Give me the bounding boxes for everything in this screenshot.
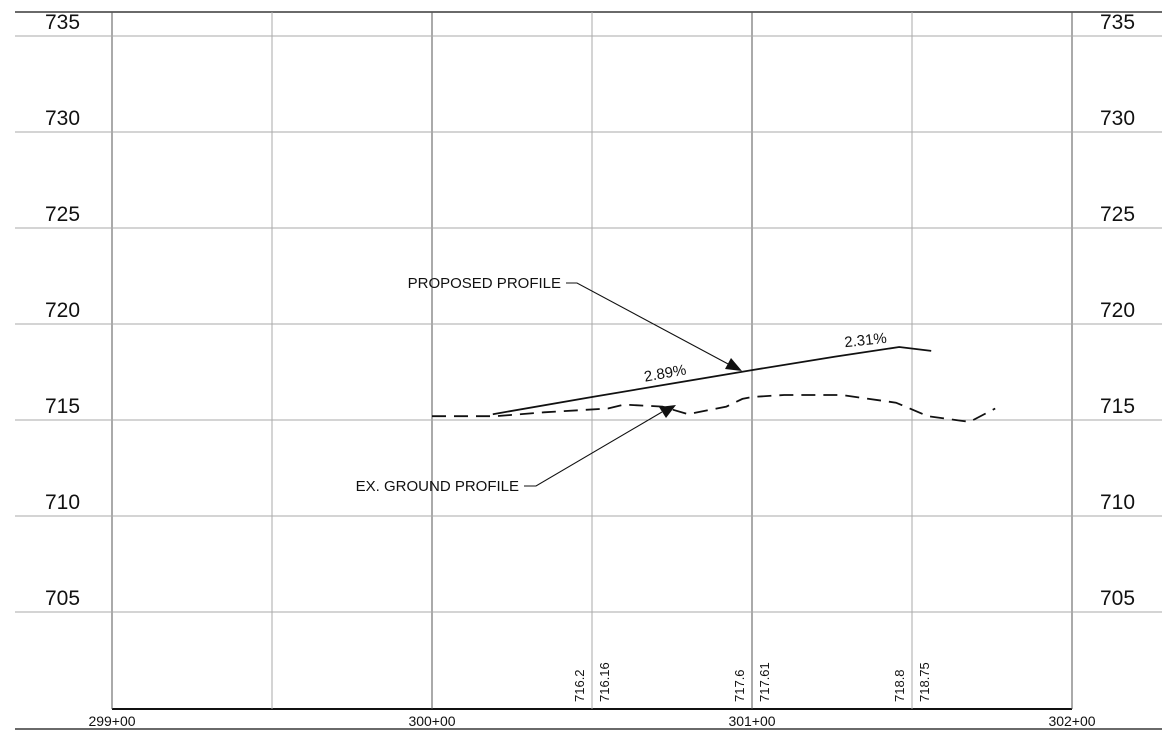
station-label: 301+00 <box>728 713 775 729</box>
elevation-label-left: 705 <box>45 587 80 610</box>
elevation-label-left: 710 <box>45 491 80 514</box>
existing-elevation-label: 718.8 <box>892 669 907 702</box>
existing-ground-profile-line <box>432 394 996 423</box>
annotations: PROPOSED PROFILE EX. GROUND PROFILE 2.89… <box>356 275 888 495</box>
profile-lines <box>432 346 996 423</box>
elevation-label-left: 735 <box>45 11 80 34</box>
elevation-label-left: 730 <box>45 107 80 130</box>
elevation-labels: 735 735 730 730 725 725 720 720 715 715 710 710 705 7… <box>45 11 1135 610</box>
elevation-label-right: 710 <box>1100 491 1135 514</box>
existing-elevation-label: 717.6 <box>732 669 747 702</box>
station-label: 300+00 <box>408 713 455 729</box>
elevation-label-right: 730 <box>1100 107 1135 130</box>
proposed-elevation-label: 717.61 <box>757 662 772 702</box>
proposed-elevation-label: 716.16 <box>597 662 612 702</box>
existing-ground-profile-arrowhead <box>659 405 676 418</box>
elevation-label-right: 725 <box>1100 203 1135 226</box>
proposed-profile-label: PROPOSED PROFILE <box>408 275 561 292</box>
elevation-label-left: 715 <box>45 395 80 418</box>
elevation-label-right: 720 <box>1100 299 1135 322</box>
station-label: 302+00 <box>1048 713 1095 729</box>
proposed-profile-leader <box>566 282 731 366</box>
profile-elevation-labels: 716.2 716.16 717.6 717.61 718.8 718.75 <box>572 662 932 702</box>
existing-ground-profile-leader <box>524 411 663 487</box>
grade-label-second-segment: 2.31% <box>843 330 887 351</box>
proposed-elevation-label: 718.75 <box>917 662 932 702</box>
proposed-profile-line <box>492 346 932 416</box>
station-label: 299+00 <box>88 713 135 729</box>
elevation-label-right: 715 <box>1100 395 1135 418</box>
elevation-label-right: 735 <box>1100 11 1135 34</box>
elevation-label-left: 725 <box>45 203 80 226</box>
elevation-label-right: 705 <box>1100 587 1135 610</box>
grid-lines <box>15 11 1162 730</box>
proposed-profile-arrowhead <box>725 358 742 371</box>
existing-ground-profile-label: EX. GROUND PROFILE <box>356 478 519 495</box>
station-labels: 299+00 300+00 301+00 302+00 <box>88 713 1095 729</box>
existing-elevation-label: 716.2 <box>572 669 587 702</box>
elevation-label-left: 720 <box>45 299 80 322</box>
